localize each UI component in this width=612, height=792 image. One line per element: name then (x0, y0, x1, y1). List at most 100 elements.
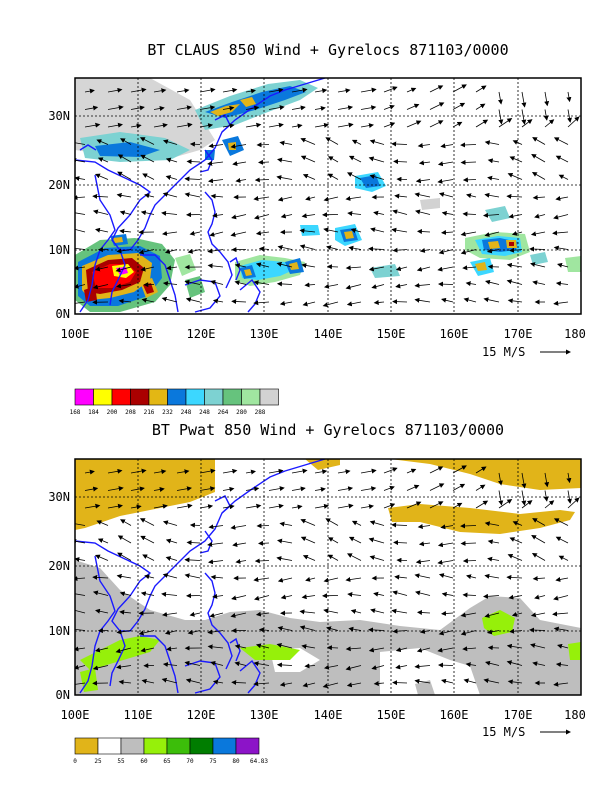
wind-vector (497, 91, 503, 105)
wind-vector (314, 122, 329, 128)
wind-vector (371, 665, 385, 670)
wind-vector (140, 535, 155, 544)
wind-vector (393, 159, 408, 165)
colorbar-label: 280 (236, 409, 247, 416)
colorbar-swatch (74, 388, 94, 406)
wind-vector (304, 282, 316, 288)
colorbar-swatch (148, 388, 168, 406)
wind-vector (462, 177, 477, 183)
wind-vector (304, 663, 316, 669)
wind-vector (553, 518, 569, 526)
wind-vector (279, 521, 293, 527)
wind-vector (75, 646, 86, 652)
wind-vector (176, 503, 193, 509)
wind-vector (441, 230, 454, 236)
wind-vector (314, 503, 329, 509)
wind-vector (530, 643, 546, 649)
wind-vector (414, 192, 431, 198)
wind-vector (117, 535, 132, 544)
wind-vector (253, 280, 270, 286)
wind-vector (268, 105, 285, 111)
wind-vector (368, 156, 385, 163)
panel-pwat: BT Pwat 850 Wind + Gyrelocs 871103/0000 (48, 421, 586, 765)
wind-vector (553, 214, 569, 220)
wind-vector (373, 591, 385, 597)
wind-vector (360, 123, 374, 129)
wind-vector (351, 139, 362, 145)
wind-vector (507, 172, 523, 180)
wind-vector (521, 500, 533, 509)
wind-vector (484, 192, 500, 198)
wind-vector (325, 137, 339, 145)
wind-vector (383, 104, 395, 110)
wind-vector (345, 577, 362, 583)
wind-vector (511, 611, 523, 617)
wind-vector (460, 523, 477, 529)
wind-vector (118, 679, 132, 685)
wind-vector (166, 265, 178, 271)
wind-vector (280, 594, 293, 600)
wind-vector (452, 483, 466, 491)
wind-vector (258, 627, 270, 633)
wind-vector (437, 542, 454, 548)
wind-vector (440, 143, 454, 149)
wind-vector (84, 105, 99, 111)
wind-vector (130, 87, 147, 93)
wind-vector (117, 154, 132, 163)
colorbar-swatch (212, 737, 237, 755)
wind-vector (345, 665, 362, 671)
wind-vector (279, 681, 293, 687)
wind-vector (253, 196, 270, 202)
wind-vector (75, 626, 86, 632)
wind-vector (189, 141, 201, 147)
vector-reference-label: 15 M/S (482, 725, 525, 739)
wind-vector (324, 664, 339, 670)
colorbar-label: 65 (163, 758, 171, 765)
wind-vector (555, 577, 569, 582)
wind-vector (153, 106, 165, 111)
wind-vector (369, 139, 385, 145)
wind-vector (256, 142, 270, 148)
wind-vector (337, 88, 351, 94)
wind-vector (255, 611, 270, 617)
wind-vector (465, 662, 477, 668)
wind-vector (165, 538, 178, 544)
wind-vector (460, 612, 477, 618)
wind-vector (532, 518, 546, 526)
wind-vector (337, 122, 354, 128)
wind-vector (254, 558, 270, 564)
wind-vector (75, 591, 86, 597)
wind-vector (142, 173, 155, 180)
wind-vector (507, 298, 523, 304)
wind-vector (245, 88, 256, 94)
colorbar-swatch (189, 737, 214, 755)
wind-vector (255, 262, 270, 268)
wind-vector (419, 629, 431, 634)
wind-vector (351, 520, 362, 526)
wind-vector (96, 139, 109, 145)
wind-vector (441, 297, 454, 303)
wind-vector (437, 559, 454, 565)
x-axis-labels: 100E 110E 120E 130E 140E 150E 160E 170E … (61, 327, 586, 341)
wind-vector (279, 300, 293, 306)
wind-vector (530, 231, 546, 237)
wind-vector (253, 681, 270, 687)
wind-vector (153, 122, 168, 128)
wind-vector (348, 245, 362, 251)
wind-vector (347, 592, 362, 598)
wind-vector (383, 86, 398, 93)
wind-vector (254, 177, 270, 183)
wind-vector (327, 173, 339, 180)
wind-vector (162, 520, 178, 526)
wind-vector (299, 228, 316, 234)
wind-vector (414, 663, 431, 669)
wind-vector (162, 281, 178, 287)
wind-vector (291, 123, 303, 129)
wind-vector (544, 472, 550, 488)
wind-vector (415, 209, 431, 215)
wind-vector (532, 280, 546, 286)
wind-vector (391, 608, 408, 614)
wind-vector (531, 172, 546, 180)
wind-vector (508, 594, 523, 600)
colorbar-label: 60 (140, 758, 148, 765)
